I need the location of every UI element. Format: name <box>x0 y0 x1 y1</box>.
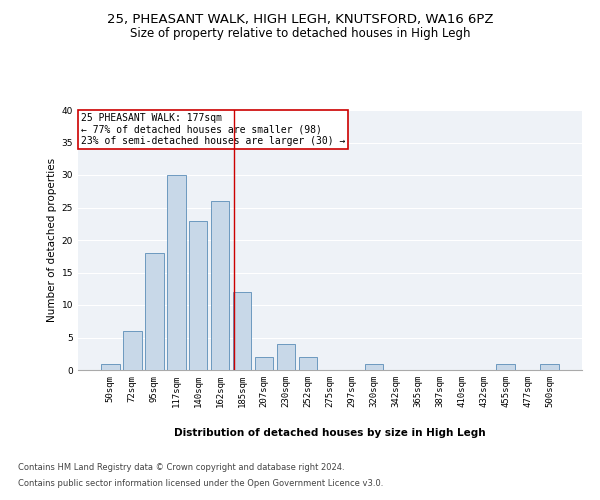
Bar <box>211 201 229 370</box>
Bar <box>255 357 274 370</box>
Y-axis label: Number of detached properties: Number of detached properties <box>47 158 58 322</box>
Bar <box>145 253 164 370</box>
Text: Size of property relative to detached houses in High Legh: Size of property relative to detached ho… <box>130 28 470 40</box>
Bar <box>167 175 185 370</box>
Bar <box>365 364 383 370</box>
Bar <box>101 364 119 370</box>
Bar <box>189 220 208 370</box>
Bar <box>123 331 142 370</box>
Bar <box>299 357 317 370</box>
Text: Distribution of detached houses by size in High Legh: Distribution of detached houses by size … <box>174 428 486 438</box>
Text: 25, PHEASANT WALK, HIGH LEGH, KNUTSFORD, WA16 6PZ: 25, PHEASANT WALK, HIGH LEGH, KNUTSFORD,… <box>107 12 493 26</box>
Text: Contains public sector information licensed under the Open Government Licence v3: Contains public sector information licen… <box>18 478 383 488</box>
Bar <box>496 364 515 370</box>
Bar <box>233 292 251 370</box>
Bar <box>541 364 559 370</box>
Text: Contains HM Land Registry data © Crown copyright and database right 2024.: Contains HM Land Registry data © Crown c… <box>18 464 344 472</box>
Bar <box>277 344 295 370</box>
Text: 25 PHEASANT WALK: 177sqm
← 77% of detached houses are smaller (98)
23% of semi-d: 25 PHEASANT WALK: 177sqm ← 77% of detach… <box>80 112 345 146</box>
